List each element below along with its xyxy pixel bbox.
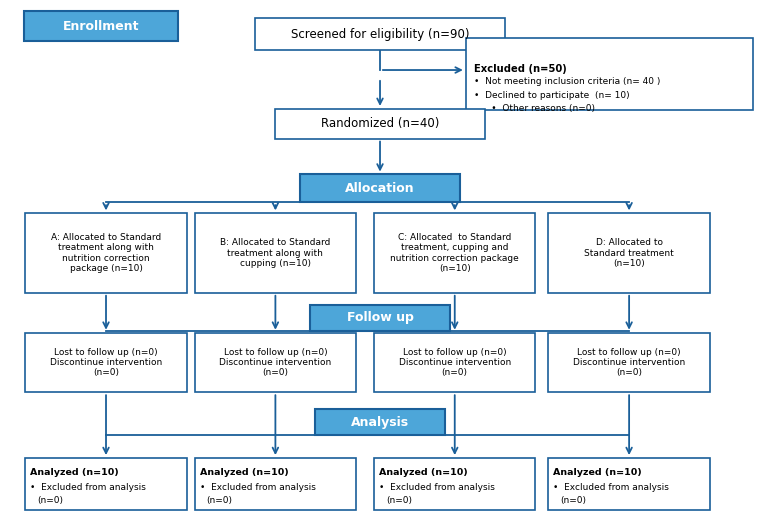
FancyBboxPatch shape <box>374 213 535 293</box>
Text: (n=0): (n=0) <box>386 496 412 505</box>
Text: Analyzed (n=10): Analyzed (n=10) <box>30 469 119 477</box>
FancyBboxPatch shape <box>195 213 356 293</box>
FancyBboxPatch shape <box>374 333 535 392</box>
Text: •  Excluded from analysis: • Excluded from analysis <box>379 483 495 492</box>
Text: (n=0): (n=0) <box>561 496 586 505</box>
FancyBboxPatch shape <box>315 409 445 435</box>
FancyBboxPatch shape <box>466 38 752 110</box>
Text: •  Not meeting inclusion criteria (n= 40 ): • Not meeting inclusion criteria (n= 40 … <box>474 77 660 86</box>
Text: Follow up: Follow up <box>347 311 413 324</box>
FancyBboxPatch shape <box>24 12 178 41</box>
Text: (n=0): (n=0) <box>38 496 63 505</box>
Text: (n=0): (n=0) <box>206 496 232 505</box>
FancyBboxPatch shape <box>548 458 709 510</box>
FancyBboxPatch shape <box>301 175 459 202</box>
Text: Screened for eligibility (n=90): Screened for eligibility (n=90) <box>291 28 469 41</box>
FancyBboxPatch shape <box>311 305 449 331</box>
FancyBboxPatch shape <box>548 213 709 293</box>
Text: •  Other reasons (n=0): • Other reasons (n=0) <box>474 104 594 113</box>
Text: Lost to follow up (n=0)
Discontinue intervention
(n=0): Lost to follow up (n=0) Discontinue inte… <box>573 348 685 378</box>
Text: B: Allocated to Standard
treatment along with
cupping (n=10): B: Allocated to Standard treatment along… <box>220 238 331 268</box>
FancyBboxPatch shape <box>195 458 356 510</box>
Text: Lost to follow up (n=0)
Discontinue intervention
(n=0): Lost to follow up (n=0) Discontinue inte… <box>50 348 162 378</box>
Text: •  Excluded from analysis: • Excluded from analysis <box>553 483 670 492</box>
Text: Allocation: Allocation <box>345 182 415 195</box>
FancyBboxPatch shape <box>255 18 505 50</box>
Text: Analyzed (n=10): Analyzed (n=10) <box>199 469 288 477</box>
FancyBboxPatch shape <box>548 333 709 392</box>
Text: Lost to follow up (n=0)
Discontinue intervention
(n=0): Lost to follow up (n=0) Discontinue inte… <box>399 348 511 378</box>
FancyBboxPatch shape <box>275 109 485 139</box>
FancyBboxPatch shape <box>195 333 356 392</box>
Text: D: Allocated to
Standard treatment
(n=10): D: Allocated to Standard treatment (n=10… <box>584 238 674 268</box>
Text: •  Excluded from analysis: • Excluded from analysis <box>199 483 315 492</box>
Text: Enrollment: Enrollment <box>63 20 140 33</box>
Text: Excluded (n=50): Excluded (n=50) <box>474 64 566 74</box>
Text: Lost to follow up (n=0)
Discontinue intervention
(n=0): Lost to follow up (n=0) Discontinue inte… <box>219 348 331 378</box>
Text: •  Excluded from analysis: • Excluded from analysis <box>30 483 146 492</box>
Text: Randomized (n=40): Randomized (n=40) <box>321 117 439 130</box>
FancyBboxPatch shape <box>374 458 535 510</box>
Text: A: Allocated to Standard
treatment along with
nutrition correction
package (n=10: A: Allocated to Standard treatment along… <box>51 233 161 273</box>
FancyBboxPatch shape <box>25 333 186 392</box>
FancyBboxPatch shape <box>25 213 186 293</box>
Text: Analysis: Analysis <box>351 416 409 429</box>
Text: Analyzed (n=10): Analyzed (n=10) <box>379 469 468 477</box>
Text: C: Allocated  to Standard
treatment, cupping and
nutrition correction package
(n: C: Allocated to Standard treatment, cupp… <box>390 233 519 273</box>
FancyBboxPatch shape <box>25 458 186 510</box>
Text: Analyzed (n=10): Analyzed (n=10) <box>553 469 642 477</box>
Text: •  Declined to participate  (n= 10): • Declined to participate (n= 10) <box>474 92 629 100</box>
